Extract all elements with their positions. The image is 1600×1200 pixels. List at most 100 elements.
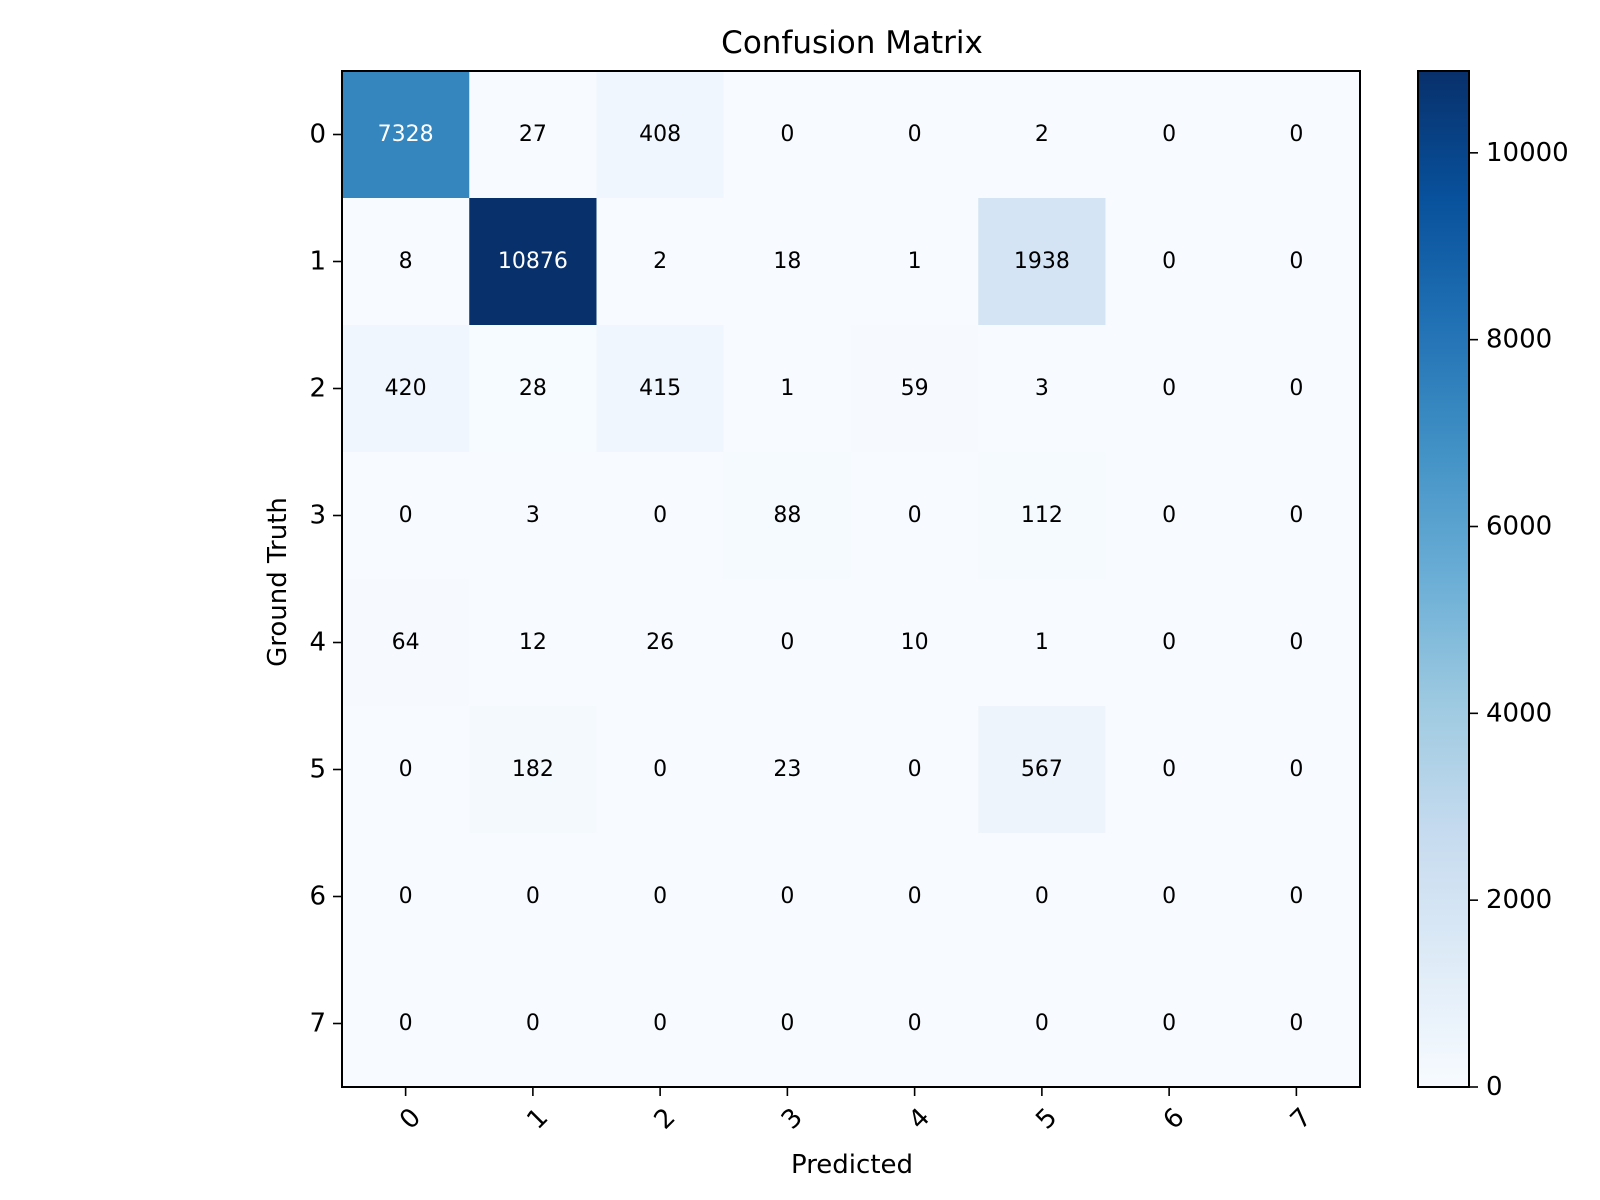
plot-frame — [341, 70, 1361, 1088]
cell-value-r1-c3: 18 — [773, 249, 801, 274]
cell-value-r2-c4: 59 — [901, 376, 929, 401]
x-tick-label-3: 3 — [776, 1103, 809, 1136]
cell-value-r1-c7: 0 — [1289, 249, 1303, 274]
x-tick-label-2: 2 — [649, 1103, 682, 1136]
heatmap-cell-r7-c4 — [851, 960, 979, 1088]
heatmap-cell-r7-c3 — [723, 960, 852, 1088]
cell-value-r7-c2: 0 — [653, 1011, 667, 1036]
cell-value-r1-c2: 2 — [653, 249, 667, 274]
y-tick-label-2: 2 — [309, 374, 326, 404]
cell-value-r3-c4: 0 — [908, 503, 922, 528]
cell-value-r3-c3: 88 — [773, 503, 801, 528]
cell-value-r7-c1: 0 — [526, 1011, 540, 1036]
heatmap-cell-r4-c4 — [851, 579, 979, 707]
heatmap-cell-r0-c7 — [1232, 71, 1361, 199]
heatmap-cell-r4-c1 — [469, 579, 598, 707]
cell-value-labels: 7328 27 408 0 0 2 0 0 8 10876 2 18 1 1938 0 0 420 28 415 1 5… — [378, 122, 1304, 1036]
heatmap-cell-r1-c2 — [596, 198, 725, 326]
cell-value-r3-c1: 3 — [526, 503, 540, 528]
chart-title: Confusion Matrix — [721, 25, 983, 61]
heatmap-cell-r3-c7 — [1232, 452, 1361, 580]
heatmap-cell-r3-c2 — [596, 452, 725, 580]
heatmap-cell-r6-c0 — [342, 833, 470, 961]
heatmap-cell-r6-c4 — [851, 833, 979, 961]
cell-value-r5-c4: 0 — [908, 757, 922, 782]
cell-value-r7-c0: 0 — [399, 1011, 413, 1036]
heatmap-cell-r4-c7 — [1232, 579, 1361, 707]
heatmap-cell-r4-c3 — [723, 579, 852, 707]
x-axis-label: Predicted — [791, 1150, 913, 1180]
colorbar — [1417, 70, 1470, 1088]
cell-value-r2-c7: 0 — [1289, 376, 1303, 401]
heatmap-cell-r7-c0 — [342, 960, 470, 1088]
x-tick-label-4: 4 — [903, 1103, 936, 1136]
cell-value-r6-c1: 0 — [526, 884, 540, 909]
y-tick-label-7: 7 — [309, 1009, 326, 1039]
cell-value-r0-c4: 0 — [908, 122, 922, 147]
colorbar-tick-label-3: 6000 — [1486, 511, 1552, 541]
colorbar-tick-label-0: 0 — [1486, 1072, 1503, 1102]
cell-value-r1-c4: 1 — [908, 249, 922, 274]
cell-value-r6-c2: 0 — [653, 884, 667, 909]
heatmap-cell-r5-c3 — [723, 706, 852, 834]
heatmap-cell-r1-c1 — [469, 198, 598, 326]
cell-value-r3-c6: 0 — [1162, 503, 1176, 528]
colorbar-tick-label-2: 4000 — [1486, 698, 1552, 728]
colorbar-tick-label-4: 8000 — [1486, 325, 1552, 355]
heatmap-cell-r6-c5 — [978, 833, 1107, 961]
cell-value-r0-c0: 7328 — [378, 122, 434, 147]
cell-value-r5-c5: 567 — [1021, 757, 1063, 782]
cell-value-r7-c3: 0 — [780, 1011, 794, 1036]
y-tick-label-5: 5 — [309, 755, 326, 785]
heatmap-cell-r2-c3 — [723, 325, 852, 453]
cell-value-r2-c5: 3 — [1035, 376, 1049, 401]
cell-value-r3-c5: 112 — [1021, 503, 1063, 528]
x-tick-label-5: 5 — [1030, 1103, 1063, 1136]
cell-value-r0-c2: 408 — [639, 122, 681, 147]
y-axis-ticks: 0 1 2 3 4 5 6 7 — [309, 120, 342, 1039]
cell-value-r5-c7: 0 — [1289, 757, 1303, 782]
cell-value-r7-c6: 0 — [1162, 1011, 1176, 1036]
heatmap-cell-r4-c2 — [596, 579, 725, 707]
y-tick-label-4: 4 — [309, 628, 326, 658]
cell-value-r7-c4: 0 — [908, 1011, 922, 1036]
cell-value-r0-c6: 0 — [1162, 122, 1176, 147]
x-axis-ticks: 0 1 2 3 4 5 6 7 — [394, 1087, 1318, 1135]
heatmap-cell-r2-c5 — [978, 325, 1107, 453]
x-tick-label-6: 6 — [1158, 1103, 1191, 1136]
y-tick-label-0: 0 — [309, 120, 326, 150]
heatmap-cell-r6-c2 — [596, 833, 725, 961]
y-tick-label-6: 6 — [309, 882, 326, 912]
cell-value-r1-c1: 10876 — [498, 249, 568, 274]
heatmap-cell-r3-c1 — [469, 452, 598, 580]
heatmap-cell-r7-c7 — [1232, 960, 1361, 1088]
heatmap-cell-r2-c4 — [851, 325, 979, 453]
heatmap-cell-r6-c7 — [1232, 833, 1361, 961]
x-tick-label-1: 1 — [521, 1103, 554, 1136]
cell-value-r7-c7: 0 — [1289, 1011, 1303, 1036]
heatmap-cell-r2-c0 — [342, 325, 470, 453]
cell-value-r5-c0: 0 — [399, 757, 413, 782]
cell-value-r0-c7: 0 — [1289, 122, 1303, 147]
cell-value-r6-c7: 0 — [1289, 884, 1303, 909]
cell-value-r5-c1: 182 — [512, 757, 554, 782]
cell-value-r2-c6: 0 — [1162, 376, 1176, 401]
cell-value-r0-c1: 27 — [519, 122, 547, 147]
heatmap-cell-r0-c1 — [469, 71, 598, 199]
cell-value-r2-c3: 1 — [780, 376, 794, 401]
y-tick-label-1: 1 — [309, 247, 326, 277]
heatmap-cell-r7-c6 — [1105, 960, 1234, 1088]
cell-value-r0-c5: 2 — [1035, 122, 1049, 147]
heatmap-cells — [342, 71, 1361, 1088]
cell-value-r6-c6: 0 — [1162, 884, 1176, 909]
cell-value-r4-c5: 1 — [1035, 630, 1049, 655]
heatmap-cell-r3-c5 — [978, 452, 1107, 580]
cell-value-r6-c3: 0 — [780, 884, 794, 909]
cell-value-r1-c6: 0 — [1162, 249, 1176, 274]
heatmap-cell-r6-c1 — [469, 833, 598, 961]
heatmap-cell-r3-c3 — [723, 452, 852, 580]
heatmap-cell-r5-c6 — [1105, 706, 1234, 834]
cell-value-r4-c6: 0 — [1162, 630, 1176, 655]
cell-value-r5-c6: 0 — [1162, 757, 1176, 782]
